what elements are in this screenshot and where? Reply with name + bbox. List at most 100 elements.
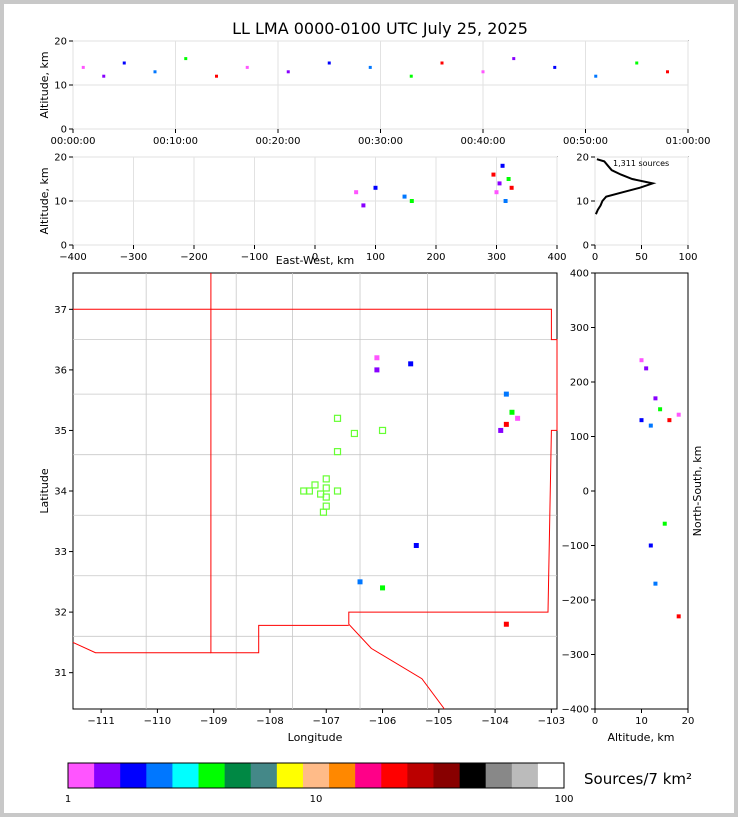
colorbar-tick-10: 10: [310, 794, 323, 805]
map-x-tick-label: −110: [144, 716, 171, 727]
east-west-x-ticks: −400 −300 −200 −100 0 100 200 300 400: [59, 245, 567, 263]
histogram-grid: [594, 156, 689, 246]
map-source-points: [357, 355, 521, 627]
north-south-frame: [594, 272, 689, 710]
east-west-point: [500, 163, 505, 168]
time-height-point: [512, 57, 516, 61]
lma-station-marker: [311, 481, 319, 489]
histogram-y-tick-label: 20: [576, 153, 589, 164]
north-south-point: [648, 543, 653, 548]
north-south-points: [639, 358, 681, 619]
histogram-profile-line: [594, 158, 657, 215]
north-south-x-tick-label: 20: [682, 716, 695, 727]
time-height-x-tick-label: 00:20:00: [256, 136, 301, 147]
east-west-panel: −400 −300 −200 −100 0 100 200 300 400 0 10 20 East…: [38, 153, 567, 268]
lma-station-marker: [333, 448, 342, 456]
north-south-y-tick-label: −100: [562, 541, 589, 552]
time-height-point: [440, 61, 444, 65]
time-height-point: [215, 74, 218, 78]
colorbar-swatch: [511, 763, 539, 788]
east-west-y-tick-label: 0: [61, 241, 67, 252]
time-height-point: [635, 61, 639, 65]
histogram-x-tick-label: 50: [635, 252, 648, 263]
time-height-point: [327, 61, 331, 65]
north-south-point: [658, 407, 663, 412]
time-height-point: [594, 74, 598, 78]
north-south-point: [648, 423, 653, 428]
east-west-point: [506, 177, 511, 181]
map-y-tick-label: 36: [54, 365, 67, 376]
time-height-x-ticks: 00:00:00 00:10:00 00:20:00 00:30:00 00:40:00…: [51, 129, 711, 147]
colorbar: 1 10 100 Sources/7 km²: [65, 762, 692, 805]
time-height-y-ticks: 0 10 20: [54, 37, 73, 136]
map-x-tick-label: −108: [256, 716, 283, 727]
colorbar-tick-1: 1: [65, 794, 71, 805]
colorbar-swatch: [146, 763, 173, 788]
colorbar-swatch: [537, 763, 565, 788]
colorbar-swatch: [485, 763, 513, 788]
east-west-point: [509, 185, 514, 190]
map-source-point: [509, 409, 515, 415]
colorbar-swatch: [120, 763, 147, 788]
map-y-ticks: 31 32 33 34 35 36 37: [54, 305, 73, 679]
map-x-tick-label: −107: [313, 716, 340, 727]
lma-station-marker: [350, 429, 358, 438]
east-west-x-tick-label: −100: [241, 252, 268, 263]
east-west-point: [361, 203, 366, 208]
time-height-y-tick-label: 20: [54, 37, 67, 48]
north-south-point: [676, 412, 681, 417]
north-south-point: [662, 521, 667, 526]
lma-station-marker: [300, 487, 308, 495]
colorbar-swatch: [172, 763, 199, 788]
altitude-histogram-panel: 0 50 100 0 10 20 1,311 sources: [576, 153, 697, 264]
histogram-x-ticks: 0 50 100: [592, 245, 698, 263]
colorbar-swatch: [250, 763, 278, 788]
east-west-x-tick-label: 0: [312, 252, 318, 263]
north-south-xlabel: Altitude, km: [607, 731, 674, 744]
map-y-tick-label: 32: [54, 608, 67, 619]
east-west-y-ticks: 0 10 20: [54, 153, 73, 252]
map-source-point: [374, 367, 380, 373]
north-south-y-tick-label: 200: [570, 378, 589, 389]
map-source-point: [413, 543, 419, 548]
time-height-x-tick-label: 01:00:00: [666, 136, 711, 147]
north-south-ylabel: North-South, km: [691, 446, 704, 537]
time-height-point: [153, 70, 157, 74]
east-west-x-tick-label: 200: [426, 252, 445, 263]
state-boundary-line: [72, 641, 211, 654]
map-source-point: [380, 585, 386, 591]
colorbar-swatch: [433, 763, 460, 788]
colorbar-frame: [67, 762, 565, 789]
east-west-y-tick-label: 20: [54, 153, 67, 164]
time-height-points: [81, 57, 669, 78]
time-height-y-tick-label: 10: [54, 81, 67, 92]
colorbar-swatch: [381, 763, 408, 788]
north-south-point: [653, 581, 658, 586]
time-height-point: [553, 65, 557, 69]
map-y-tick-label: 35: [54, 426, 67, 437]
north-south-point: [639, 418, 644, 423]
north-south-point: [667, 418, 672, 423]
north-south-y-tick-label: 100: [570, 432, 589, 443]
east-west-point: [494, 190, 499, 195]
east-west-point: [497, 181, 502, 186]
time-height-x-tick-label: 00:40:00: [461, 136, 506, 147]
colorbar-tick-100: 100: [554, 794, 573, 805]
east-west-x-tick-label: −200: [180, 252, 207, 263]
north-south-point: [644, 366, 649, 371]
map-source-point: [357, 579, 363, 585]
east-west-point: [373, 185, 378, 190]
north-south-y-tick-label: 400: [570, 269, 589, 280]
map-source-point: [374, 355, 380, 361]
map-frame: [72, 272, 558, 710]
histogram-x-tick-label: 100: [678, 252, 697, 263]
colorbar-swatch: [224, 763, 252, 788]
north-south-x-tick-label: 10: [635, 716, 648, 727]
map-x-ticks: −111 −110 −109 −108 −107 −106 −105 −104 −103: [87, 709, 565, 727]
figure-title: LL LMA 0000-0100 UTC July 25, 2025: [232, 19, 528, 38]
time-height-point: [81, 65, 85, 69]
state-boundary-line: [210, 273, 349, 654]
colorbar-swatch: [68, 763, 95, 788]
map-source-point: [515, 415, 521, 421]
map-x-tick-label: −104: [481, 716, 508, 727]
